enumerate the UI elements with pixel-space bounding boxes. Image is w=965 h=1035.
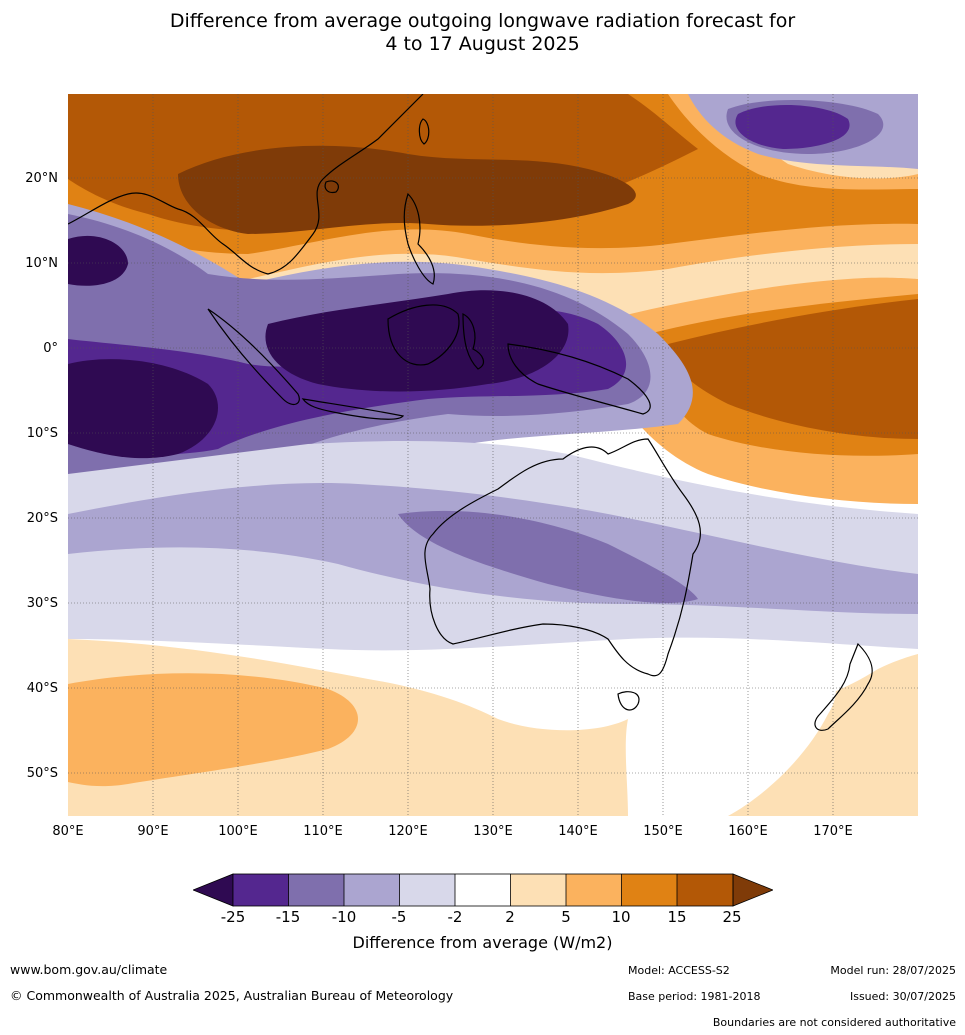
colorbar-tick--2: -2 (447, 908, 463, 926)
lon-label-90e: 90°E (137, 824, 169, 839)
lon-label-120e: 120°E (388, 824, 428, 839)
lon-label-130e: 130°E (473, 824, 513, 839)
philippines-coastline (403, 192, 435, 285)
colorbar-swatch-2 (288, 874, 344, 906)
australia-coastline (424, 438, 702, 677)
colorbar-dividers (288, 874, 678, 906)
lon-label-110e: 110°E (303, 824, 343, 839)
graticule (68, 94, 918, 816)
lat-label-40s: 40°S (26, 681, 58, 696)
colorbar-swatch-0 (193, 873, 234, 907)
lat-label-10n: 10°N (25, 256, 58, 271)
colorbar-swatch-5 (455, 874, 511, 906)
anomaly-southern-orange (68, 673, 358, 787)
colorbar-swatch-7 (566, 874, 622, 906)
lat-label-equator: 0° (43, 341, 58, 356)
boundaries-disclaimer: Boundaries are not considered authoritat… (712, 1016, 956, 1029)
lat-label-30s: 30°S (26, 596, 58, 611)
lat-label-20s: 20°S (26, 511, 58, 526)
copyright-notice: © Commonwealth of Australia 2025, Austra… (10, 988, 454, 1003)
colorbar-swatch-6 (510, 874, 566, 906)
bom-website-link[interactable]: www.bom.gov.au/climate (10, 962, 168, 977)
colorbar-tick--15: -15 (275, 908, 301, 926)
anomaly-bay-core (68, 235, 128, 286)
anomaly-maritime-core (265, 290, 569, 392)
anomaly-north-darkbrown (178, 145, 636, 234)
asia-coastline (68, 94, 424, 275)
anomaly-gap-white (625, 649, 836, 816)
colorbar-frame (232, 873, 734, 907)
lon-label-150e: 150°E (643, 824, 683, 839)
new-guinea-coastline (507, 343, 651, 415)
chart-title: Difference from average outgoing longwav… (0, 10, 965, 56)
anomaly-west-core (68, 359, 218, 459)
java-coastline (301, 398, 405, 420)
colorbar (193, 873, 773, 907)
colorbar-swatch-9 (677, 874, 733, 906)
sulawesi-coastline (462, 313, 485, 370)
lat-label-50s: 50°S (26, 766, 58, 781)
colorbar-tick-15: 15 (667, 908, 687, 926)
lon-label-100e: 100°E (218, 824, 258, 839)
anomaly-australia-mid (398, 510, 698, 604)
colorbar-tick-5: 5 (561, 908, 571, 926)
model-run-date: Model run: 28/07/2025 (830, 964, 956, 977)
colorbar-label: Difference from average (W/m2) (352, 933, 613, 952)
olr-anomaly-map (68, 94, 918, 816)
borneo-coastline (387, 304, 460, 366)
lat-label-10s: 10°S (26, 426, 58, 441)
colorbar-swatch-8 (621, 874, 677, 906)
lon-label-160e: 160°E (728, 824, 768, 839)
title-line-1: Difference from average outgoing longwav… (169, 10, 796, 32)
lat-label-20n: 20°N (25, 171, 58, 186)
lon-label-80e: 80°E (52, 824, 84, 839)
new-zealand-coastline (814, 642, 873, 731)
model-name: Model: ACCESS-S2 (628, 964, 730, 977)
base-period: Base period: 1981-2018 (628, 990, 761, 1003)
colorbar-swatch-3 (344, 874, 400, 906)
coastlines (68, 94, 873, 731)
lon-label-140e: 140°E (558, 824, 598, 839)
title-line-2: 4 to 17 August 2025 (385, 33, 580, 55)
colorbar-tick-25: 25 (722, 908, 742, 926)
colorbar-tick-2: 2 (505, 908, 515, 926)
colorbar-swatch-10 (732, 873, 773, 907)
anomaly-northeast-core (735, 104, 850, 149)
colorbar-tick--10: -10 (331, 908, 357, 926)
hainan-coastline (324, 180, 339, 194)
colorbar-tick--25: -25 (220, 908, 246, 926)
colorbar-swatch-4 (399, 874, 455, 906)
sumatra-coastline (207, 308, 300, 406)
colorbar-tick--5: -5 (391, 908, 407, 926)
colorbar-tick-10: 10 (611, 908, 631, 926)
issued-date: Issued: 30/07/2025 (849, 990, 956, 1003)
lon-label-170e: 170°E (813, 824, 853, 839)
taiwan-coastline (418, 118, 430, 145)
anomaly-pacific-brown (668, 299, 918, 439)
tasmania-coastline (617, 691, 640, 711)
colorbar-swatch-1 (233, 874, 289, 906)
